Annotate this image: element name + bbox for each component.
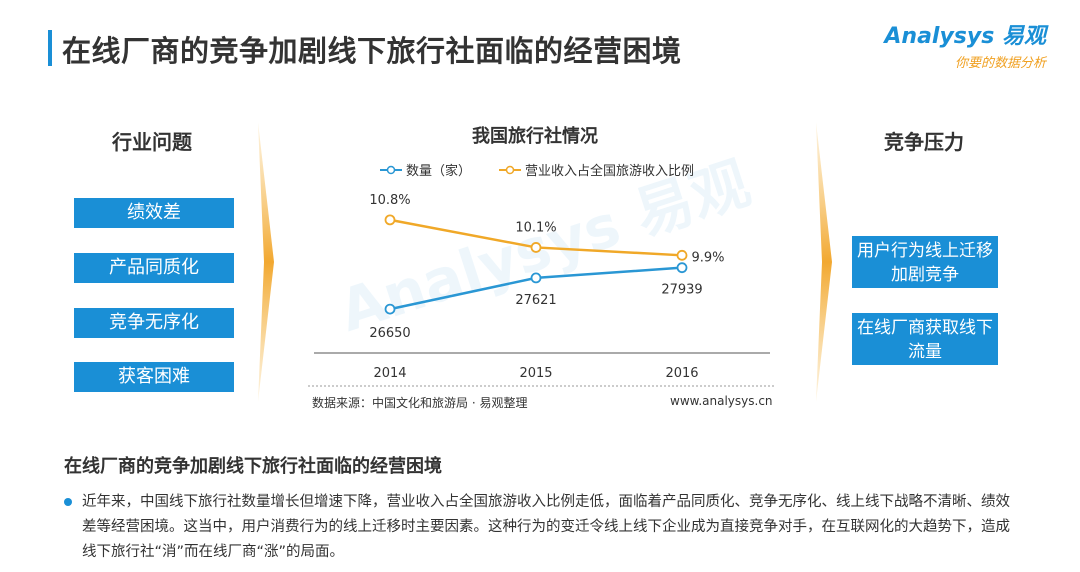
legend-label-revenue-share: 营业收入占全国旅游收入比例 (525, 164, 695, 179)
x-tick-label: 2014 (373, 366, 406, 381)
right-column-title: 竞争压力 (884, 130, 964, 154)
data-label: 9.9% (691, 250, 724, 265)
issue-box: 竞争无序化 (74, 308, 234, 338)
bullet-dot (64, 498, 72, 506)
summary-title: 在线厂商的竞争加剧线下旅行社面临的经营困境 (64, 456, 442, 477)
data-label: 27621 (515, 293, 556, 308)
issue-box: 产品同质化 (74, 253, 234, 283)
pressure-box: 在线厂商获取线下流量 (852, 313, 998, 365)
legend-label-count: 数量（家） (406, 164, 472, 179)
page-title: 在线厂商的竞争加剧线下旅行社面临的经营困境 (62, 34, 682, 68)
chart-legend: 数量（家） 营业收入占全国旅游收入比例 (380, 160, 694, 179)
right-arrow-divider (816, 122, 832, 402)
analysys-logo: Analysys 易观 你要的数据分析 (884, 18, 1046, 71)
data-label: 10.8% (369, 193, 410, 208)
issue-box: 获客困难 (74, 362, 234, 392)
data-point (384, 214, 396, 226)
left-column-title: 行业问题 (112, 130, 192, 154)
chart-title: 我国旅行社情况 (472, 126, 598, 147)
data-point (530, 242, 542, 253)
data-point (530, 272, 542, 284)
issue-box: 绩效差 (74, 198, 234, 228)
logo-tagline: 你要的数据分析 (954, 56, 1046, 71)
pressure-box: 用户行为线上迁移加剧竞争 (852, 236, 998, 288)
data-point (676, 249, 688, 261)
legend-marker-count (380, 165, 402, 174)
x-tick-label: 2015 (519, 366, 552, 381)
data-label: 27939 (661, 283, 702, 298)
data-label: 10.1% (515, 220, 556, 235)
x-tick-label: 2016 (665, 366, 698, 381)
data-point (384, 303, 396, 315)
legend-marker-revenue-share (499, 165, 522, 174)
title-accent-bar (48, 30, 52, 66)
logo-main-text: Analysys 易观 (884, 24, 1046, 49)
left-arrow-divider (258, 122, 274, 402)
data-source: 数据来源：中国文化和旅游局 · 易观整理 (312, 396, 528, 410)
source-url: www.analysys.cn (670, 394, 773, 408)
data-label: 26650 (369, 326, 410, 341)
data-point (676, 262, 688, 274)
legend-item-count: 数量（家） (380, 160, 471, 179)
legend-item-revenue-share: 营业收入占全国旅游收入比例 (499, 160, 694, 179)
line-chart: 26650 27621 27939 10.8% 10.1% 9.9% 2014 2015 201… (308, 193, 776, 387)
summary-text: 近年来，中国线下旅行社数量增长但增速下降，营业收入占全国旅游收入比例走低，面临着… (82, 494, 1010, 560)
